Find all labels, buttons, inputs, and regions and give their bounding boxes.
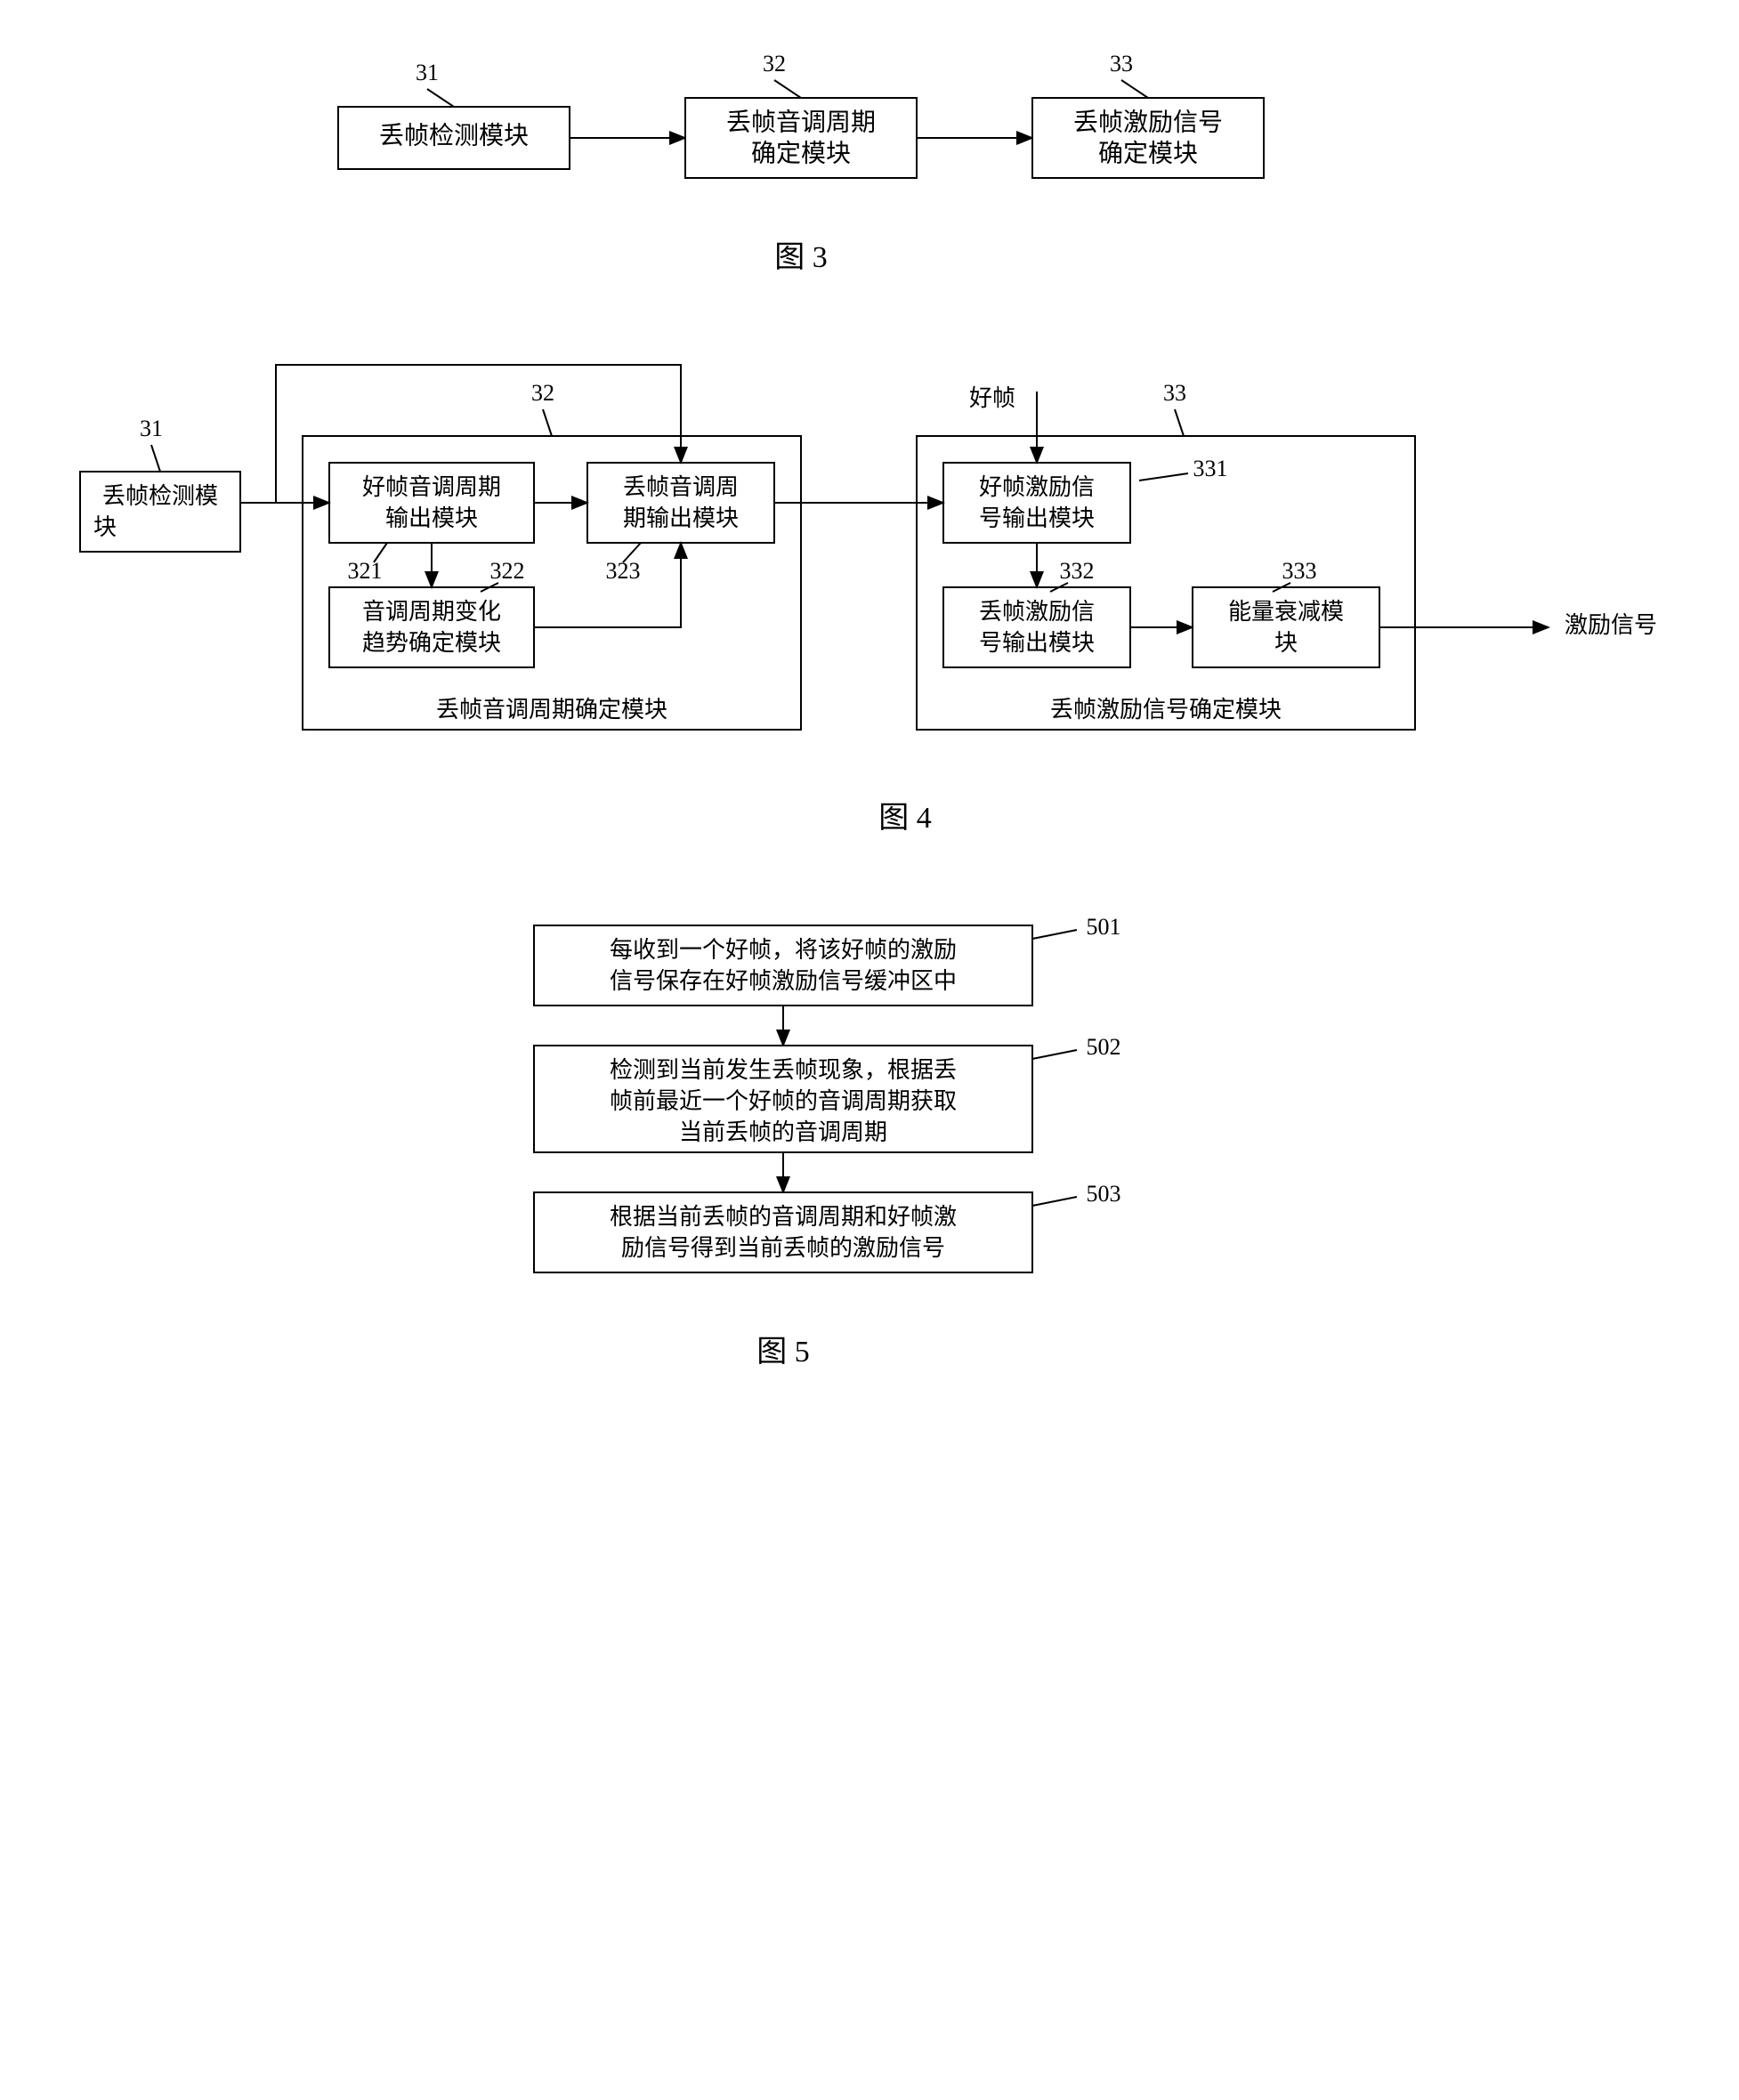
fig4-331-l1: 好帧激励信 [979,474,1095,500]
fig4-323-l2: 期输出模块 [623,505,739,531]
fig3-num-31: 31 [416,60,439,85]
fig4-333-l1: 能量衰减模 [1228,599,1344,625]
fig4-31-l1: 丢帧检测模 [102,483,218,509]
fig5-502-l1: 检测到当前发生丢帧现象，根据丢 [610,1057,957,1083]
fig4-322-num: 322 [490,558,525,584]
figure-3-svg: 丢帧检测模块 31 丢帧音调周期 确定模块 32 丢帧激励信号 确定模块 33 … [36,36,1739,320]
fig5-502-l3: 当前丢帧的音调周期 [679,1119,887,1145]
fig3-caption: 图 3 [774,241,828,274]
fig5-503-num: 503 [1087,1181,1121,1207]
figure-5-svg: 每收到一个好帧，将该好帧的激励 信号保存在好帧激励信号缓冲区中 501 检测到当… [36,890,1739,1442]
fig4-out-label: 激励信号 [1565,612,1657,638]
fig5-503-l1: 根据当前丢帧的音调周期和好帧激 [610,1204,957,1230]
fig4-331-num: 331 [1193,456,1228,481]
fig4-331-l2: 号输出模块 [979,505,1095,531]
fig5-caption: 图 5 [756,1336,810,1369]
fig4-333-num: 333 [1282,558,1317,584]
fig3-num-32: 32 [763,51,786,77]
fig5-step-503: 根据当前丢帧的音调周期和好帧激 励信号得到当前丢帧的激励信号 503 [534,1181,1121,1272]
fig4-332-l1: 丢帧激励信 [979,599,1095,625]
fig4-323-l1: 丢帧音调周 [623,474,739,500]
fig4-321-l2: 输出模块 [385,505,478,531]
fig5-501-l2: 信号保存在好帧激励信号缓冲区中 [610,968,957,994]
fig4-322-l2: 趋势确定模块 [362,630,501,656]
fig4-321-l1: 好帧音调周期 [362,474,501,500]
fig3-box-31: 丢帧检测模块 31 [338,60,570,169]
fig4-c32-title: 丢帧音调周期确定模块 [436,697,667,723]
fig5-step-502: 检测到当前发生丢帧现象，根据丢 帧前最近一个好帧的音调周期获取 当前丢帧的音调周… [534,1034,1121,1152]
fig5-501-num: 501 [1087,914,1121,940]
fig4-container-32: 丢帧音调周期确定模块 32 好帧音调周期 输出模块 321 音调周期变化 趋势确… [303,380,801,730]
fig3-box-32-l1: 丢帧音调周期 [726,108,876,136]
fig3-num-33: 33 [1110,51,1133,77]
fig4-caption: 图 4 [878,802,932,835]
figure-4-svg: 丢帧检测模 块 31 丢帧音调周期确定模块 32 好帧音调周期 输出模块 321… [36,320,1739,890]
fig4-333-l2: 块 [1274,630,1298,656]
fig4-31-num: 31 [140,416,163,441]
fig3-box-33-l2: 确定模块 [1098,139,1198,167]
fig4-322-l1: 音调周期变化 [362,599,501,625]
fig4-box-31: 丢帧检测模 块 31 [80,416,240,552]
fig5-502-num: 502 [1087,1034,1121,1060]
fig3-box-31-text: 丢帧检测模块 [379,121,529,149]
fig5-502-l2: 帧前最近一个好帧的音调周期获取 [610,1088,957,1114]
fig4-container-33: 丢帧激励信号确定模块 33 好帧激励信 号输出模块 331 丢帧激励信 号输出模… [917,380,1415,730]
fig4-c32-num: 32 [531,380,554,406]
fig3-box-33-l1: 丢帧激励信号 [1073,108,1223,136]
fig4-332-num: 332 [1060,558,1095,584]
fig3-box-32-l2: 确定模块 [751,139,851,167]
fig4-332-l2: 号输出模块 [979,630,1095,656]
fig4-c33-num: 33 [1163,380,1186,406]
fig4-c33-title: 丢帧激励信号确定模块 [1050,697,1282,723]
fig4-arrow-322-323 [534,543,681,627]
fig4-31-l2: 块 [93,514,117,540]
fig5-step-501: 每收到一个好帧，将该好帧的激励 信号保存在好帧激励信号缓冲区中 501 [534,914,1121,1006]
fig4-goodframe-label: 好帧 [969,385,1015,411]
fig5-503-l2: 励信号得到当前丢帧的激励信号 [621,1235,945,1261]
fig3-box-33: 丢帧激励信号 确定模块 33 [1032,51,1264,178]
fig3-box-32: 丢帧音调周期 确定模块 32 [685,51,917,178]
fig4-321-num: 321 [348,558,383,584]
fig5-501-l1: 每收到一个好帧，将该好帧的激励 [610,937,957,963]
